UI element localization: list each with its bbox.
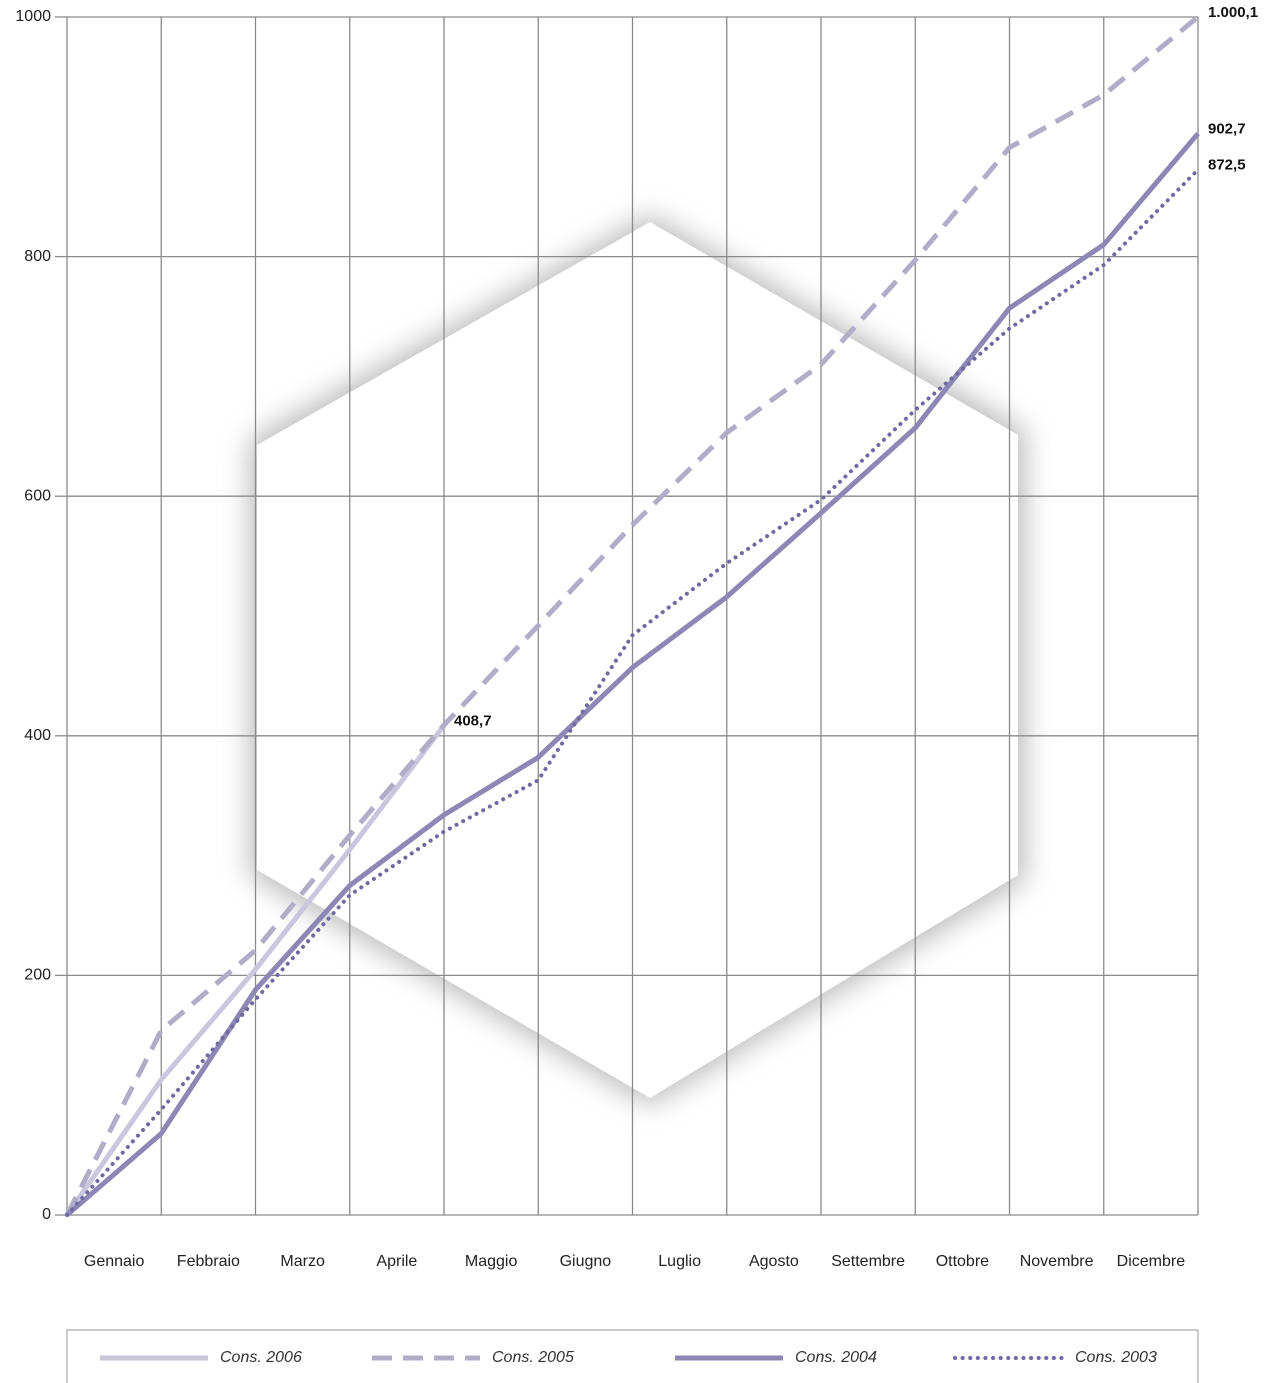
series-line bbox=[65, 167, 1200, 1217]
series-line bbox=[64, 14, 1200, 1217]
watermark bbox=[250, 215, 1025, 1105]
x-tick-label: Novembre bbox=[1020, 1253, 1094, 1270]
y-tick-label: 800 bbox=[24, 248, 51, 265]
x-tick-label: Settembre bbox=[831, 1253, 905, 1270]
legend-label: Cons. 2003 bbox=[1075, 1349, 1157, 1366]
value-label: 1.000,1 bbox=[1208, 4, 1258, 21]
x-tick-label: Maggio bbox=[465, 1253, 518, 1270]
x-tick-label: Ottobre bbox=[936, 1253, 989, 1270]
x-tick-label: Gennaio bbox=[84, 1253, 145, 1270]
legend-label: Cons. 2004 bbox=[795, 1349, 877, 1366]
legend-label: Cons. 2005 bbox=[492, 1349, 574, 1366]
y-tick-label: 400 bbox=[24, 727, 51, 744]
x-tick-label: Febbraio bbox=[177, 1253, 240, 1270]
y-tick-label: 200 bbox=[24, 967, 51, 984]
x-tick-label: Dicembre bbox=[1117, 1253, 1186, 1270]
legend-box bbox=[66, 1329, 1199, 1383]
y-tick-label: 600 bbox=[24, 487, 51, 504]
x-tick-label: Agosto bbox=[749, 1253, 799, 1270]
legend-label: Cons. 2006 bbox=[220, 1349, 302, 1366]
x-tick-label: Giugno bbox=[560, 1253, 612, 1270]
x-tick-label: Aprile bbox=[376, 1253, 417, 1270]
value-label: 408,7 bbox=[454, 712, 492, 729]
value-label: 902,7 bbox=[1208, 121, 1246, 138]
x-tick-label: Luglio bbox=[658, 1253, 701, 1270]
x-tick-label: Marzo bbox=[280, 1253, 325, 1270]
y-tick-label: 0 bbox=[42, 1206, 51, 1223]
y-tick-label: 1000 bbox=[15, 8, 51, 25]
series-line bbox=[65, 131, 1200, 1217]
value-label: 872,5 bbox=[1208, 157, 1246, 174]
series-line bbox=[64, 723, 446, 1217]
